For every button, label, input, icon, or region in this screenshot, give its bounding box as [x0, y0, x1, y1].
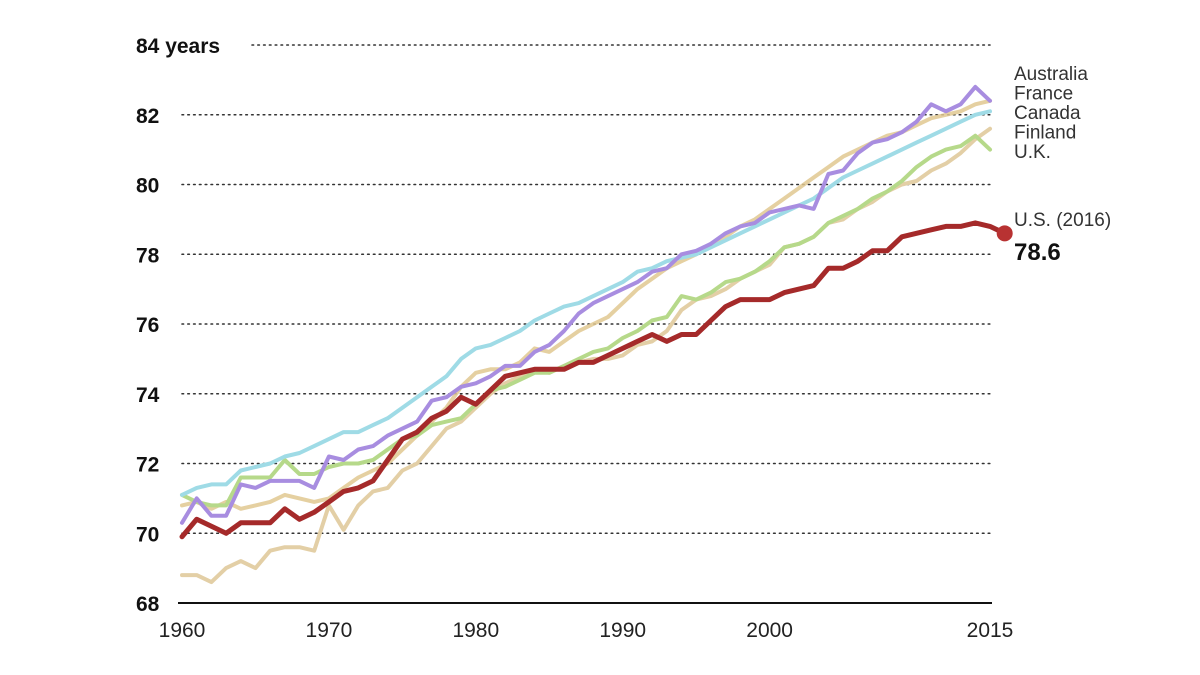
y-tick-label: 80	[136, 175, 159, 198]
x-tick-label: 1980	[452, 619, 499, 642]
series-line-australia	[180, 98, 992, 511]
y-tick-label: 76	[136, 314, 159, 337]
x-tick-label: 1990	[599, 619, 646, 642]
y-tick-label: 68	[136, 593, 160, 616]
y-tick-label: 78	[136, 244, 160, 267]
us-series-label: U.S. (2016)	[1014, 210, 1111, 231]
legend-label: Australia	[1014, 64, 1088, 85]
y-tick-label: 82	[136, 105, 159, 128]
legend-label: Finland	[1014, 123, 1076, 144]
y-tick-label: 72	[136, 454, 159, 477]
gridlines	[181, 44, 991, 535]
series-line-canada	[180, 109, 992, 497]
us-value-label: 78.6	[1014, 239, 1061, 266]
legend-label: France	[1014, 84, 1073, 105]
y-tick-label: 70	[136, 523, 159, 546]
x-tick-label: 2015	[967, 619, 1014, 642]
x-axis-ticks: 1960 1970 1980 1990 2000 2015	[159, 619, 1014, 642]
series-line-france	[180, 84, 992, 525]
series-lines	[179, 84, 1008, 585]
series-line-uk	[180, 133, 992, 508]
us-annotation: U.S. (2016) 78.6	[996, 210, 1111, 266]
us-endpoint-marker	[996, 225, 1013, 242]
legend-label: Canada	[1014, 103, 1081, 124]
x-tick-label: 1960	[159, 619, 206, 642]
x-tick-label: 2000	[746, 619, 793, 642]
y-tick-label: 84 years	[136, 35, 220, 58]
legend-label: U.K.	[1014, 142, 1051, 163]
x-tick-label: 1970	[306, 619, 353, 642]
y-tick-label: 74	[136, 384, 160, 407]
series-line-us	[179, 220, 1008, 540]
y-axis-ticks: 84 years 82 80 78 76 74 72 70 68	[136, 35, 220, 616]
